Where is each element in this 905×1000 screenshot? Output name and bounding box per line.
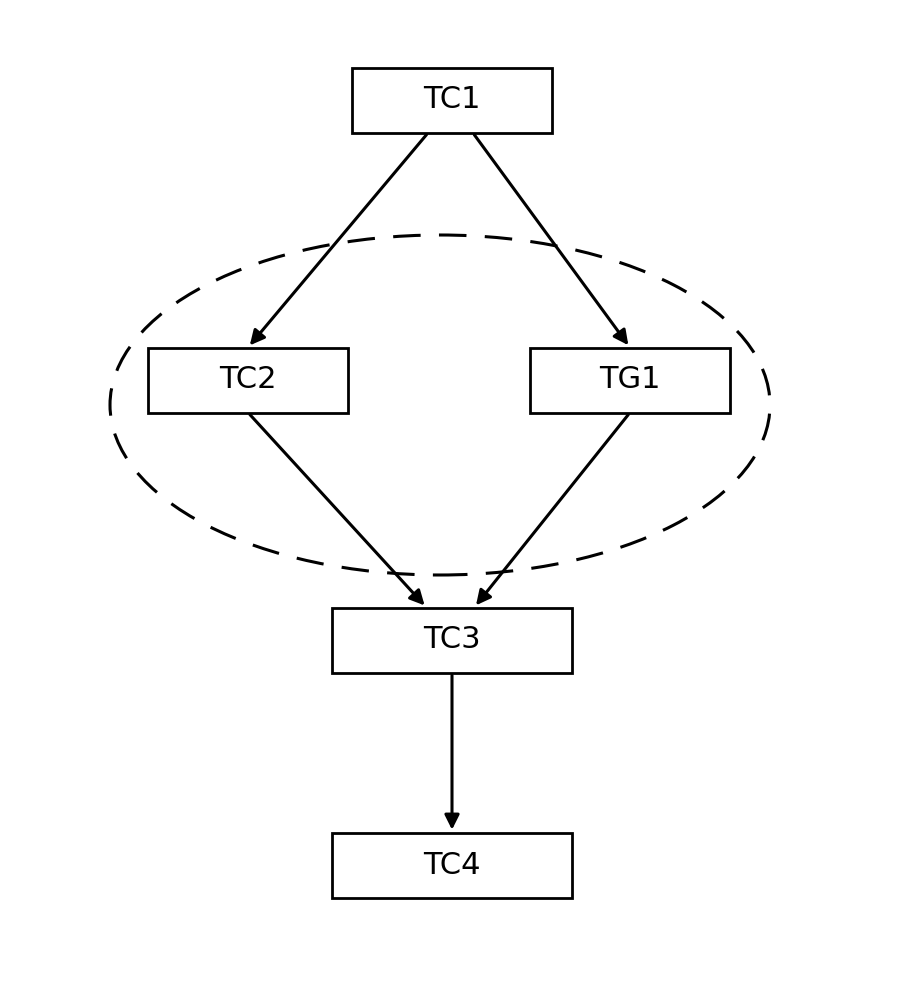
Text: TC3: TC3 [424, 626, 481, 654]
Text: TG1: TG1 [599, 365, 661, 394]
Bar [530, 348, 730, 412]
Text: TC4: TC4 [424, 850, 481, 880]
Bar [352, 68, 552, 132]
Text: TC1: TC1 [424, 86, 481, 114]
Text: TC2: TC2 [219, 365, 277, 394]
Bar [332, 832, 572, 898]
Bar [332, 607, 572, 672]
Bar [148, 348, 348, 412]
